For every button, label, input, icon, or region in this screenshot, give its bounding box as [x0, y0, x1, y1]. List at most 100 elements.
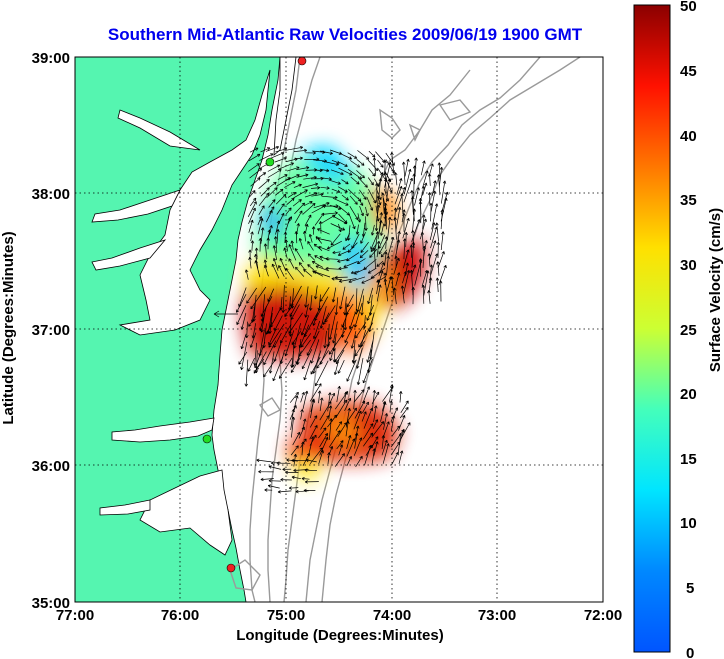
velocity-arrow	[247, 201, 257, 217]
velocity-arrow	[357, 177, 368, 188]
velocity-arrow	[389, 400, 393, 413]
velocity-arrow	[290, 350, 294, 368]
velocity-arrow	[249, 147, 259, 153]
velocity-arrow	[263, 243, 268, 260]
velocity-arrow	[288, 312, 303, 334]
colorbar-label: Surface Velocity (cm/s)	[707, 208, 724, 372]
velocity-arrow	[281, 285, 285, 313]
colorbar-tick-label: 25	[680, 322, 697, 339]
velocity-arrow	[338, 213, 348, 224]
velocity-arrow	[291, 475, 301, 480]
velocity-arrow	[393, 287, 397, 305]
velocity-arrow	[277, 490, 292, 494]
velocity-arrow	[360, 295, 365, 316]
velocity-arrow	[368, 189, 377, 204]
velocity-arrow	[254, 342, 266, 369]
velocity-arrow	[357, 150, 370, 160]
velocity-arrow	[427, 253, 431, 267]
velocity-arrow	[248, 153, 261, 162]
velocity-arrow	[397, 432, 403, 455]
velocity-arrow	[288, 258, 295, 269]
colorbar-tick-label: 50	[680, 0, 697, 15]
velocity-arrow	[270, 461, 281, 465]
velocity-arrow	[402, 212, 406, 232]
velocity-arrow	[322, 312, 330, 325]
x-tick-label: 73:00	[478, 607, 516, 624]
velocity-arrow	[258, 469, 274, 474]
velocity-arrow	[411, 230, 415, 249]
velocity-arrow	[349, 195, 358, 205]
velocity-arrow	[258, 192, 270, 207]
velocity-arrow	[290, 240, 294, 250]
velocity-arrow	[372, 157, 377, 176]
velocity-arrow	[440, 180, 447, 204]
velocity-arrow	[260, 312, 266, 333]
velocity-arrow	[300, 315, 310, 336]
colorbar-ticks: 50 45 40 35 30 25 20 15 10 5 0	[680, 0, 697, 659]
velocity-arrow	[384, 251, 388, 266]
velocity-arrow	[402, 271, 407, 284]
velocity-arrow	[269, 181, 277, 188]
velocity-arrow	[390, 415, 396, 431]
velocity-arrow	[304, 480, 319, 484]
velocity-arrow	[310, 398, 316, 419]
y-tick-label: 36:00	[32, 458, 70, 475]
velocity-arrow	[288, 244, 297, 261]
velocity-arrow	[292, 431, 301, 446]
velocity-arrow	[355, 224, 360, 235]
velocity-arrow	[422, 170, 429, 189]
velocity-arrow	[338, 152, 352, 160]
velocity-arrow	[246, 287, 257, 304]
velocity-arrow	[325, 257, 339, 261]
velocity-arrow	[333, 359, 340, 376]
velocity-arrow	[395, 272, 401, 287]
velocity-arrow	[367, 177, 374, 186]
velocity-arrow	[317, 228, 330, 235]
velocity-arrow	[308, 295, 313, 311]
velocity-arrow	[303, 488, 316, 493]
velocity-arrow	[290, 357, 301, 373]
velocity-arrow	[309, 415, 318, 428]
velocity-arrow	[267, 484, 280, 489]
velocity-arrow	[289, 294, 303, 317]
velocity-arrow	[291, 416, 296, 438]
velocity-arrow	[398, 450, 404, 464]
velocity-arrow	[335, 421, 342, 431]
velocity-arrow	[440, 209, 445, 230]
velocity-arrow	[236, 294, 247, 313]
velocity-arrow	[367, 287, 374, 305]
velocity-arrow	[345, 420, 350, 437]
velocity-arrow	[285, 207, 292, 215]
velocity-arrow	[300, 333, 312, 348]
velocity-arrow	[356, 288, 364, 313]
velocity-arrow	[250, 177, 261, 187]
velocity-arrow	[265, 210, 273, 223]
velocity-arrow	[275, 193, 287, 205]
tidal-river	[91, 239, 167, 271]
velocity-arrow	[301, 476, 310, 481]
velocity-arrow	[286, 166, 300, 172]
velocity-arrow	[383, 272, 387, 285]
velocity-arrow	[331, 159, 340, 164]
velocity-arrow	[372, 247, 377, 269]
velocity-arrow	[305, 223, 309, 233]
velocity-arrow	[213, 310, 238, 318]
velocity-arrow	[370, 224, 375, 236]
velocity-arrow	[438, 280, 443, 302]
velocity-arrow	[399, 406, 409, 419]
velocity-arrow	[304, 192, 318, 198]
velocity-arrow	[249, 168, 263, 179]
velocity-arrow	[307, 436, 315, 457]
velocity-arrow	[400, 193, 404, 215]
velocity-arrow	[328, 418, 333, 440]
velocity-arrow	[294, 202, 306, 215]
colorbar-tick-label: 30	[680, 257, 697, 274]
velocity-arrow	[381, 439, 388, 456]
velocity-arrow	[383, 278, 389, 302]
velocity-arrow	[379, 223, 385, 236]
velocity-arrow	[429, 264, 434, 284]
velocity-arrow	[296, 173, 309, 178]
velocity-arrow	[319, 433, 328, 448]
velocity-arrow	[290, 445, 299, 456]
velocity-arrow	[257, 218, 264, 235]
